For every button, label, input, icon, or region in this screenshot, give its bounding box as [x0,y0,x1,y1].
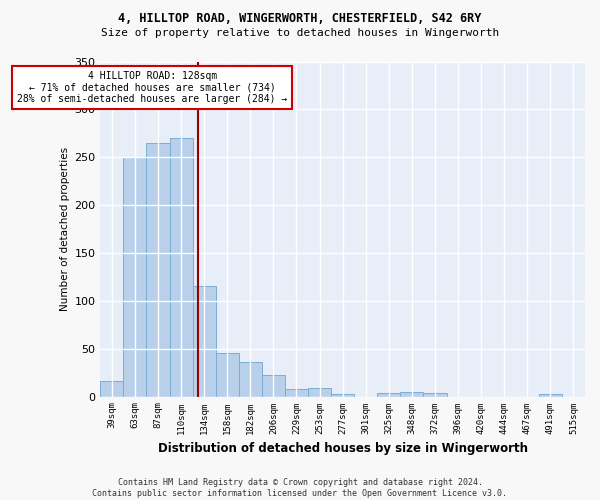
Text: Size of property relative to detached houses in Wingerworth: Size of property relative to detached ho… [101,28,499,38]
X-axis label: Distribution of detached houses by size in Wingerworth: Distribution of detached houses by size … [158,442,527,455]
Bar [308,388,331,396]
Bar [262,374,285,396]
Bar [424,392,446,396]
Bar [400,392,424,396]
Bar [124,157,146,396]
Bar [216,354,239,397]
Bar [239,362,262,396]
Y-axis label: Number of detached properties: Number of detached properties [60,147,70,311]
Text: Contains HM Land Registry data © Crown copyright and database right 2024.
Contai: Contains HM Land Registry data © Crown c… [92,478,508,498]
Bar [100,381,124,396]
Text: 4, HILLTOP ROAD, WINGERWORTH, CHESTERFIELD, S42 6RY: 4, HILLTOP ROAD, WINGERWORTH, CHESTERFIE… [118,12,482,26]
Text: 4 HILLTOP ROAD: 128sqm
← 71% of detached houses are smaller (734)
28% of semi-de: 4 HILLTOP ROAD: 128sqm ← 71% of detached… [17,71,287,104]
Bar [377,392,400,396]
Bar [331,394,354,396]
Bar [170,138,193,396]
Bar [285,389,308,396]
Bar [146,143,170,397]
Bar [539,394,562,396]
Bar [193,286,216,397]
